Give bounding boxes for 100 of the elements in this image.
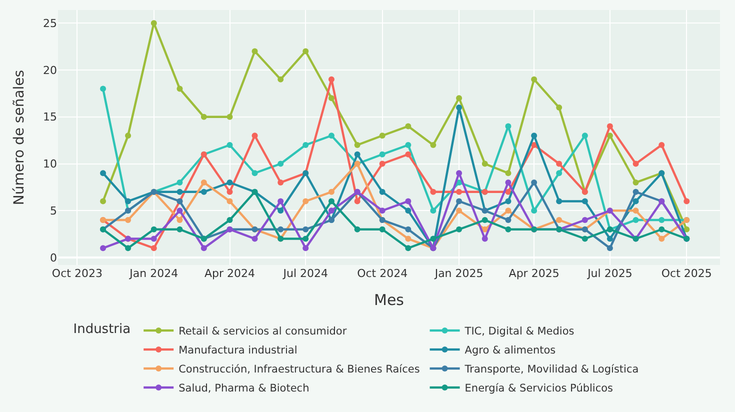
point bbox=[505, 180, 512, 186]
point bbox=[582, 236, 588, 242]
point bbox=[252, 236, 258, 242]
point bbox=[354, 226, 360, 232]
point bbox=[176, 180, 183, 186]
point bbox=[405, 236, 412, 242]
x-tick-label: Jan 2024 bbox=[128, 267, 178, 280]
y-tick-label: 5 bbox=[50, 204, 57, 218]
point bbox=[278, 198, 284, 204]
point bbox=[482, 217, 488, 223]
point bbox=[252, 170, 258, 176]
point bbox=[176, 226, 183, 232]
legend-label: Manufactura industrial bbox=[178, 344, 298, 357]
point bbox=[606, 132, 613, 139]
legend-label: Retail & servicios al consumidor bbox=[178, 326, 348, 338]
point bbox=[302, 226, 309, 232]
point bbox=[658, 236, 665, 242]
point bbox=[632, 208, 639, 214]
point bbox=[302, 198, 309, 204]
point bbox=[556, 160, 562, 167]
point bbox=[531, 180, 538, 186]
point bbox=[379, 188, 386, 195]
legend-title: Industria bbox=[73, 322, 131, 337]
point bbox=[150, 236, 157, 242]
point bbox=[278, 160, 284, 167]
point bbox=[302, 142, 309, 148]
point bbox=[582, 217, 588, 223]
point bbox=[379, 151, 386, 158]
point bbox=[430, 236, 436, 242]
point bbox=[226, 114, 233, 120]
point bbox=[125, 245, 132, 252]
point bbox=[456, 198, 462, 204]
point bbox=[226, 188, 233, 195]
point bbox=[379, 132, 386, 139]
point bbox=[456, 188, 462, 195]
point bbox=[176, 86, 183, 92]
point bbox=[328, 132, 334, 139]
point bbox=[505, 208, 512, 214]
point bbox=[632, 188, 639, 195]
x-tick-label: Oct 2024 bbox=[357, 267, 408, 280]
point bbox=[354, 198, 360, 204]
point bbox=[582, 198, 588, 204]
x-tick-label: Apr 2025 bbox=[508, 267, 560, 280]
point bbox=[278, 208, 284, 214]
legend-label: Construcción, Infraestructura & Bienes Raíces bbox=[178, 364, 420, 376]
point bbox=[278, 226, 284, 232]
point bbox=[456, 104, 462, 110]
point bbox=[482, 236, 488, 242]
point bbox=[328, 76, 334, 82]
point bbox=[200, 114, 207, 120]
point bbox=[556, 104, 562, 110]
point bbox=[430, 188, 436, 195]
point bbox=[302, 236, 309, 242]
y-axis-title: Número de señales bbox=[12, 70, 28, 206]
y-tick-label: 25 bbox=[43, 16, 57, 30]
point bbox=[405, 142, 412, 148]
x-tick-label: Oct 2023 bbox=[52, 267, 102, 280]
point bbox=[150, 245, 157, 252]
point bbox=[684, 226, 690, 232]
x-tick-label: Oct 2025 bbox=[661, 267, 712, 280]
x-axis-title: Mes bbox=[374, 291, 404, 309]
point bbox=[125, 217, 132, 223]
y-tick-label: 15 bbox=[43, 110, 57, 124]
point bbox=[405, 151, 412, 158]
point bbox=[430, 142, 436, 148]
point bbox=[658, 142, 665, 148]
point bbox=[505, 217, 512, 223]
point bbox=[125, 132, 132, 139]
legend-label: Transporte, Movilidad & Logística bbox=[464, 364, 639, 376]
y-tick-label: 10 bbox=[43, 158, 57, 171]
point bbox=[354, 151, 360, 158]
point bbox=[405, 123, 412, 130]
point bbox=[150, 20, 157, 26]
point bbox=[505, 198, 512, 204]
point bbox=[226, 217, 233, 223]
point bbox=[176, 188, 183, 195]
point bbox=[200, 245, 207, 252]
point bbox=[354, 142, 360, 148]
point bbox=[328, 188, 334, 195]
point bbox=[556, 170, 562, 176]
point bbox=[302, 48, 309, 54]
point bbox=[658, 217, 665, 223]
point bbox=[176, 217, 183, 223]
point bbox=[658, 226, 665, 232]
point bbox=[176, 208, 183, 214]
point bbox=[405, 245, 412, 252]
point bbox=[252, 132, 258, 139]
point bbox=[456, 95, 462, 102]
legend-label: Salud, Pharma & Biotech bbox=[178, 382, 310, 395]
point bbox=[505, 226, 512, 232]
point bbox=[200, 180, 207, 186]
legend-label: Agro & alimentos bbox=[464, 344, 556, 357]
legend-label: Energía & Servicios Públicos bbox=[464, 382, 614, 395]
point bbox=[405, 198, 412, 204]
point bbox=[379, 208, 386, 214]
x-tick-label: Apr 2024 bbox=[204, 267, 256, 280]
point bbox=[456, 208, 462, 214]
point bbox=[200, 188, 207, 195]
point bbox=[632, 160, 639, 167]
point bbox=[150, 226, 157, 232]
